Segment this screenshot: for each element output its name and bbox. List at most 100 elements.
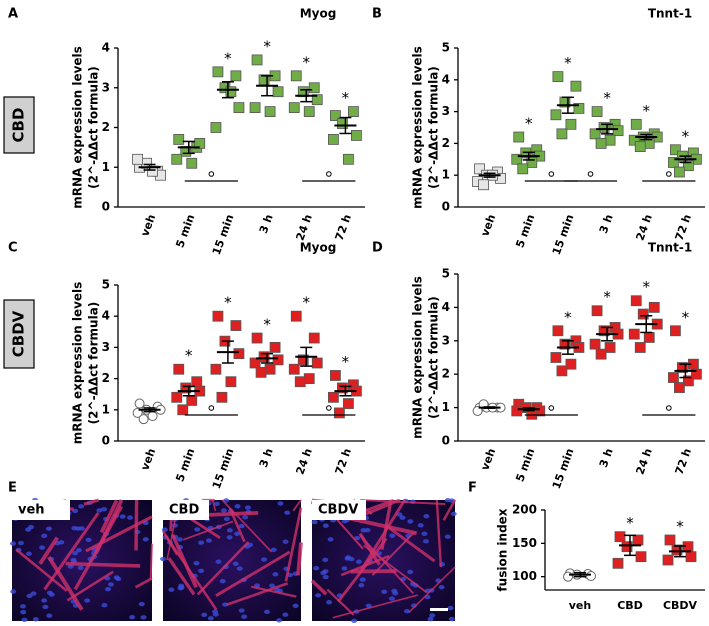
error-bar bbox=[561, 96, 574, 114]
data-point bbox=[138, 414, 149, 425]
data-point bbox=[630, 295, 642, 307]
data-point bbox=[589, 338, 601, 350]
panel-label: B bbox=[372, 7, 382, 22]
nucleus bbox=[41, 598, 48, 603]
significance-star: * bbox=[224, 49, 232, 67]
data-point bbox=[621, 541, 633, 553]
nucleus bbox=[232, 561, 239, 566]
error-bar bbox=[522, 407, 535, 412]
error-bar bbox=[561, 340, 574, 355]
comparison-mark bbox=[208, 171, 215, 177]
data-point bbox=[334, 407, 345, 419]
data-point bbox=[573, 103, 585, 114]
nucleus bbox=[212, 609, 219, 614]
y-axis-label: (2^-ΔΔct formula) bbox=[427, 66, 441, 189]
myotube bbox=[326, 588, 355, 616]
data-point bbox=[570, 80, 582, 92]
significance-star: * bbox=[643, 102, 651, 120]
nucleus bbox=[399, 515, 406, 520]
myotube bbox=[43, 512, 100, 591]
error-bar bbox=[483, 406, 496, 410]
data-point bbox=[186, 157, 198, 169]
nucleus bbox=[41, 533, 48, 539]
data-point bbox=[132, 153, 143, 165]
chart: B Tnnt-1 mRNA expression levels (2^-ΔΔct fo… bbox=[372, 7, 705, 257]
x-tick-label: 72 h bbox=[333, 447, 354, 477]
chart-title: Tnnt-1 bbox=[648, 7, 692, 21]
data-point bbox=[186, 395, 198, 406]
data-point bbox=[565, 358, 577, 370]
nucleus bbox=[238, 608, 245, 613]
y-tick-label: 1 bbox=[442, 400, 450, 414]
error-bar bbox=[339, 116, 352, 135]
x-tick-label: 5 min bbox=[513, 213, 537, 250]
row-label-box bbox=[3, 96, 35, 154]
nucleus bbox=[427, 616, 434, 622]
error-bar bbox=[624, 534, 636, 557]
data-point bbox=[294, 376, 306, 388]
nucleus bbox=[9, 541, 16, 546]
panel-label: F bbox=[468, 481, 477, 496]
data-point bbox=[290, 310, 302, 322]
comparison-mark bbox=[666, 405, 672, 411]
myotube bbox=[360, 499, 446, 506]
data-point bbox=[635, 551, 647, 563]
data-point bbox=[147, 411, 158, 422]
micrograph: CBD bbox=[160, 498, 303, 623]
significance-star: * bbox=[564, 308, 572, 326]
significance-star: * bbox=[626, 514, 634, 532]
data-point bbox=[632, 534, 644, 546]
nucleus bbox=[241, 614, 248, 619]
myotube bbox=[226, 582, 289, 606]
data-point bbox=[303, 106, 315, 117]
x-tick-label: 3 h bbox=[257, 447, 276, 470]
nucleus bbox=[282, 612, 289, 617]
data-point bbox=[683, 375, 694, 387]
nucleus bbox=[448, 616, 455, 622]
data-point bbox=[328, 134, 339, 145]
data-point bbox=[565, 118, 577, 130]
significance-star: * bbox=[676, 518, 684, 536]
nucleus bbox=[326, 600, 333, 605]
nucleus bbox=[450, 511, 457, 517]
myotube bbox=[15, 548, 68, 592]
myotube bbox=[99, 499, 119, 534]
myotube bbox=[296, 542, 303, 576]
row-label: CBD bbox=[3, 96, 35, 154]
comparison-mark bbox=[666, 171, 672, 177]
data-point bbox=[308, 332, 320, 344]
caption: CBDV bbox=[318, 503, 358, 518]
nucleus bbox=[105, 587, 112, 592]
data-point bbox=[297, 354, 309, 366]
myotube bbox=[292, 499, 302, 512]
micrograph: CBDV bbox=[310, 498, 457, 624]
data-point bbox=[628, 134, 640, 146]
data-point bbox=[550, 352, 562, 363]
myotube bbox=[359, 535, 415, 595]
error-bar bbox=[640, 133, 653, 141]
data-point bbox=[290, 70, 302, 82]
nucleus bbox=[276, 618, 283, 623]
nucleus bbox=[447, 605, 454, 611]
nucleus bbox=[244, 505, 251, 510]
y-tick-label: 0 bbox=[442, 200, 450, 214]
x-tick-label: veh bbox=[569, 599, 591, 612]
data-point bbox=[297, 86, 309, 98]
myotube bbox=[47, 555, 84, 611]
x-tick-label: 15 min bbox=[550, 447, 577, 491]
data-point bbox=[249, 357, 261, 369]
nucleus bbox=[438, 585, 445, 590]
data-point bbox=[288, 102, 300, 114]
data-point bbox=[249, 102, 261, 114]
nucleus bbox=[194, 527, 201, 532]
nucleus bbox=[138, 601, 145, 607]
row-label-box bbox=[3, 299, 35, 369]
myotube bbox=[435, 499, 443, 568]
nucleus bbox=[160, 556, 167, 562]
error-bar bbox=[574, 571, 586, 578]
myotube bbox=[149, 543, 153, 580]
myotube bbox=[134, 577, 153, 589]
data-point bbox=[598, 122, 610, 133]
x-tick-label: 72 h bbox=[673, 447, 694, 477]
chart-title: Myog bbox=[300, 241, 337, 255]
